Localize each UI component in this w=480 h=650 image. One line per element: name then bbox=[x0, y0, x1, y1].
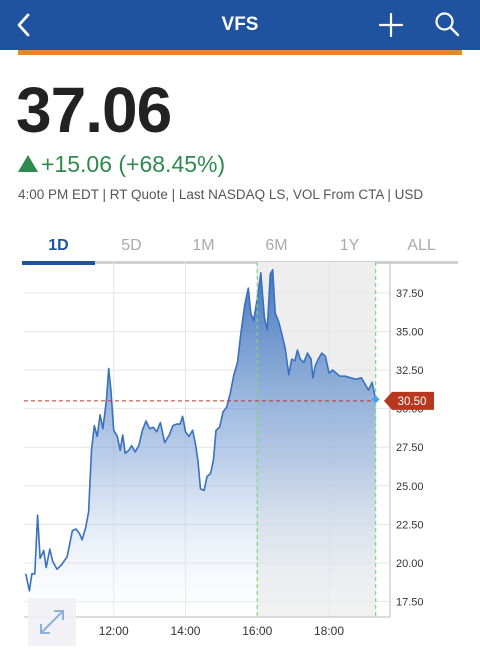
price-line bbox=[25, 268, 377, 592]
expand-chart-button[interactable] bbox=[28, 598, 76, 646]
y-tick-label: 35.00 bbox=[396, 326, 424, 338]
y-tick-label: 27.50 bbox=[396, 442, 424, 454]
back-button[interactable] bbox=[8, 8, 42, 42]
quote-meta: 4:00 PM EDT | RT Quote | Last NASDAQ LS,… bbox=[18, 187, 424, 202]
tab-selected-indicator bbox=[22, 261, 95, 265]
x-tick-label: 12:00 bbox=[99, 624, 129, 638]
intraday-price-chart[interactable]: 17.5020.0022.5025.0027.5030.0032.5035.00… bbox=[0, 262, 480, 650]
tab-all[interactable]: ALL bbox=[407, 237, 436, 254]
x-tick-label: 18:00 bbox=[314, 624, 344, 638]
price-area bbox=[25, 269, 376, 617]
search-icon bbox=[435, 12, 460, 37]
last-point-marker bbox=[371, 395, 380, 404]
tab-1d[interactable]: 1D bbox=[48, 237, 69, 254]
y-tick-label: 20.00 bbox=[396, 558, 424, 570]
last-price: 37.06 bbox=[16, 74, 172, 146]
search-button[interactable] bbox=[432, 9, 462, 39]
last-price-badge bbox=[384, 391, 434, 410]
tab-1y[interactable]: 1Y bbox=[339, 237, 360, 254]
x-tick-label: 14:00 bbox=[170, 624, 200, 638]
y-tick-label: 17.50 bbox=[396, 597, 424, 609]
chevron-left-icon bbox=[17, 13, 30, 37]
x-tick-label: 16:00 bbox=[242, 624, 272, 638]
tab-5d[interactable]: 5D bbox=[121, 237, 142, 254]
accent-divider bbox=[18, 50, 462, 55]
y-tick-label: 25.00 bbox=[396, 481, 424, 493]
up-triangle-icon bbox=[18, 154, 38, 172]
y-tick-label: 37.50 bbox=[396, 288, 424, 300]
y-tick-label: 22.50 bbox=[396, 519, 424, 531]
tab-1m[interactable]: 1M bbox=[192, 237, 215, 254]
tab-6m[interactable]: 6M bbox=[265, 237, 288, 254]
expand-icon bbox=[40, 610, 64, 634]
range-tabs: 1D 5D 1M 6M 1Y ALL bbox=[22, 232, 458, 266]
top-bar: VFS bbox=[0, 0, 480, 50]
y-tick-label: 32.50 bbox=[396, 365, 424, 377]
last-price-label: 30.50 bbox=[398, 396, 427, 408]
price-change-value: +15.06 (+68.45%) bbox=[41, 151, 226, 177]
plus-icon bbox=[378, 12, 404, 38]
add-to-watchlist-button[interactable] bbox=[376, 10, 406, 40]
tab-track bbox=[22, 261, 458, 264]
page-title: VFS bbox=[221, 14, 259, 35]
price-change: +15.06 (+68.45%) bbox=[18, 150, 225, 178]
